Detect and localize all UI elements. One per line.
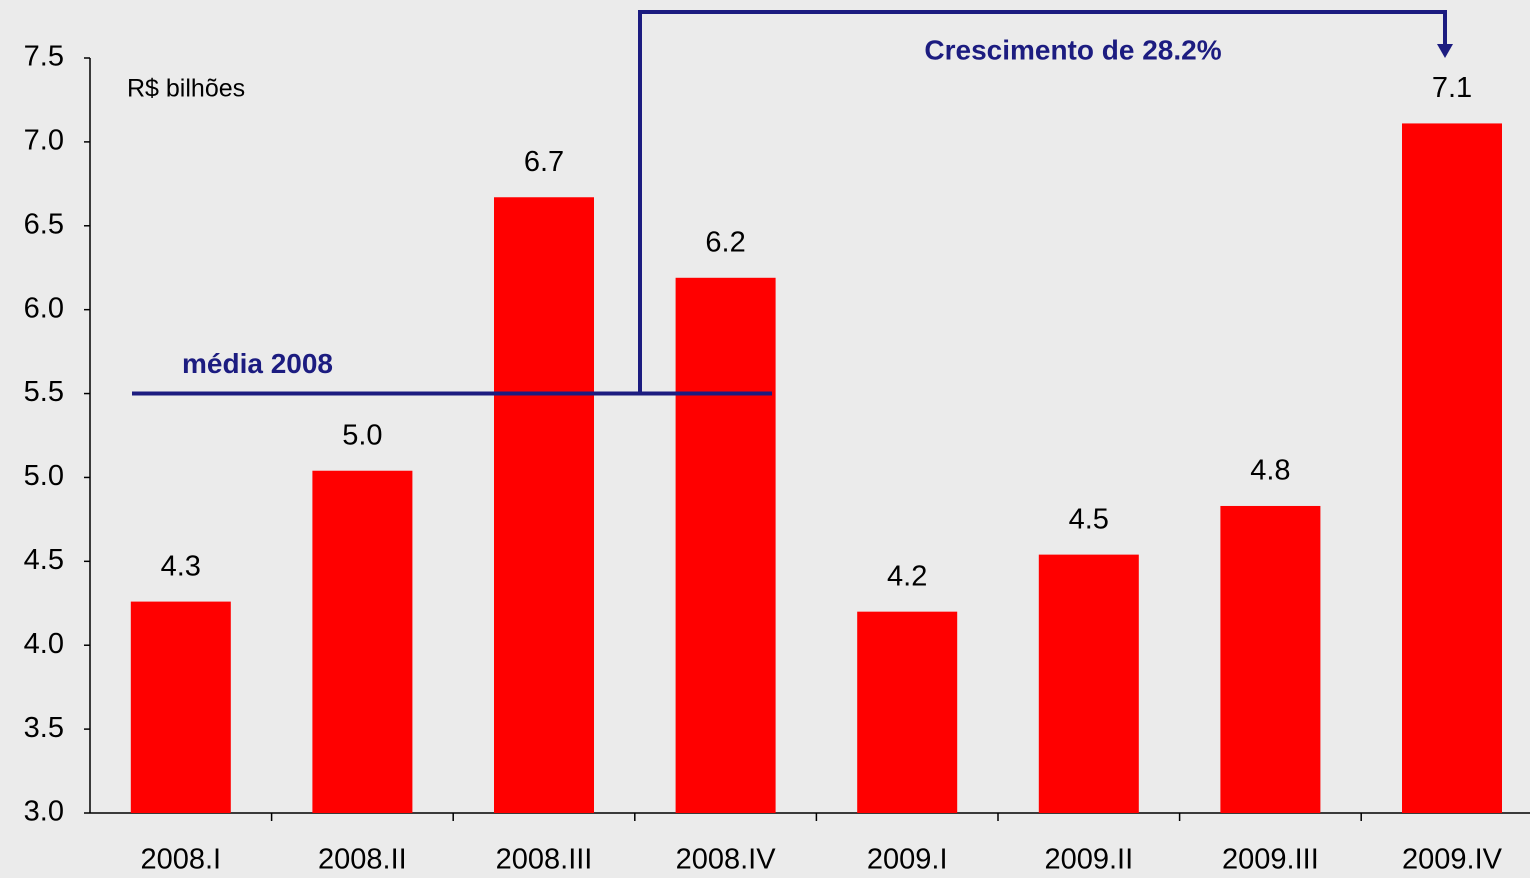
y-tick-label: 6.0 xyxy=(24,292,64,324)
y-tick-label: 3.0 xyxy=(24,796,64,828)
bar xyxy=(675,277,776,813)
x-tick-label: 2008.IV xyxy=(676,844,777,876)
value-label: 7.1 xyxy=(1432,72,1472,104)
value-label: 4.5 xyxy=(1069,503,1109,535)
y-tick-label: 6.5 xyxy=(24,208,64,240)
x-tick-label: 2008.III xyxy=(496,844,593,876)
growth-annotation: Crescimento de 28.2% xyxy=(924,34,1221,65)
x-tick-label: 2009.III xyxy=(1222,844,1319,876)
growth-arrow xyxy=(1437,44,1453,58)
y-axis-label: R$ bilhões xyxy=(127,75,245,103)
y-tick-label: 7.0 xyxy=(24,125,64,157)
x-tick-label: 2009.IV xyxy=(1402,844,1503,876)
bar xyxy=(312,470,413,813)
value-label: 4.2 xyxy=(887,560,927,592)
bar xyxy=(1220,505,1321,813)
x-tick-label: 2008.II xyxy=(318,844,407,876)
value-label: 4.3 xyxy=(161,550,201,582)
value-label: 6.2 xyxy=(705,226,745,258)
x-tick-label: 2008.I xyxy=(140,844,221,876)
y-tick-label: 5.5 xyxy=(24,376,64,408)
value-label: 4.8 xyxy=(1250,455,1290,487)
x-tick-label: 2009.II xyxy=(1044,844,1133,876)
bar xyxy=(1038,554,1139,813)
y-tick-label: 4.5 xyxy=(24,544,64,576)
y-tick-label: 7.5 xyxy=(24,41,64,73)
growth-bracket xyxy=(638,10,1447,394)
x-tick-label: 2009.I xyxy=(867,844,948,876)
bar xyxy=(1402,123,1502,813)
bar xyxy=(494,197,594,813)
bar xyxy=(130,601,231,813)
reference-label: média 2008 xyxy=(182,348,333,379)
y-tick-label: 3.5 xyxy=(24,712,64,744)
value-label: 5.0 xyxy=(342,419,382,451)
value-label: 6.7 xyxy=(524,146,564,178)
bar xyxy=(857,611,958,813)
y-tick-label: 4.0 xyxy=(24,628,64,660)
y-tick-label: 5.0 xyxy=(24,460,64,492)
